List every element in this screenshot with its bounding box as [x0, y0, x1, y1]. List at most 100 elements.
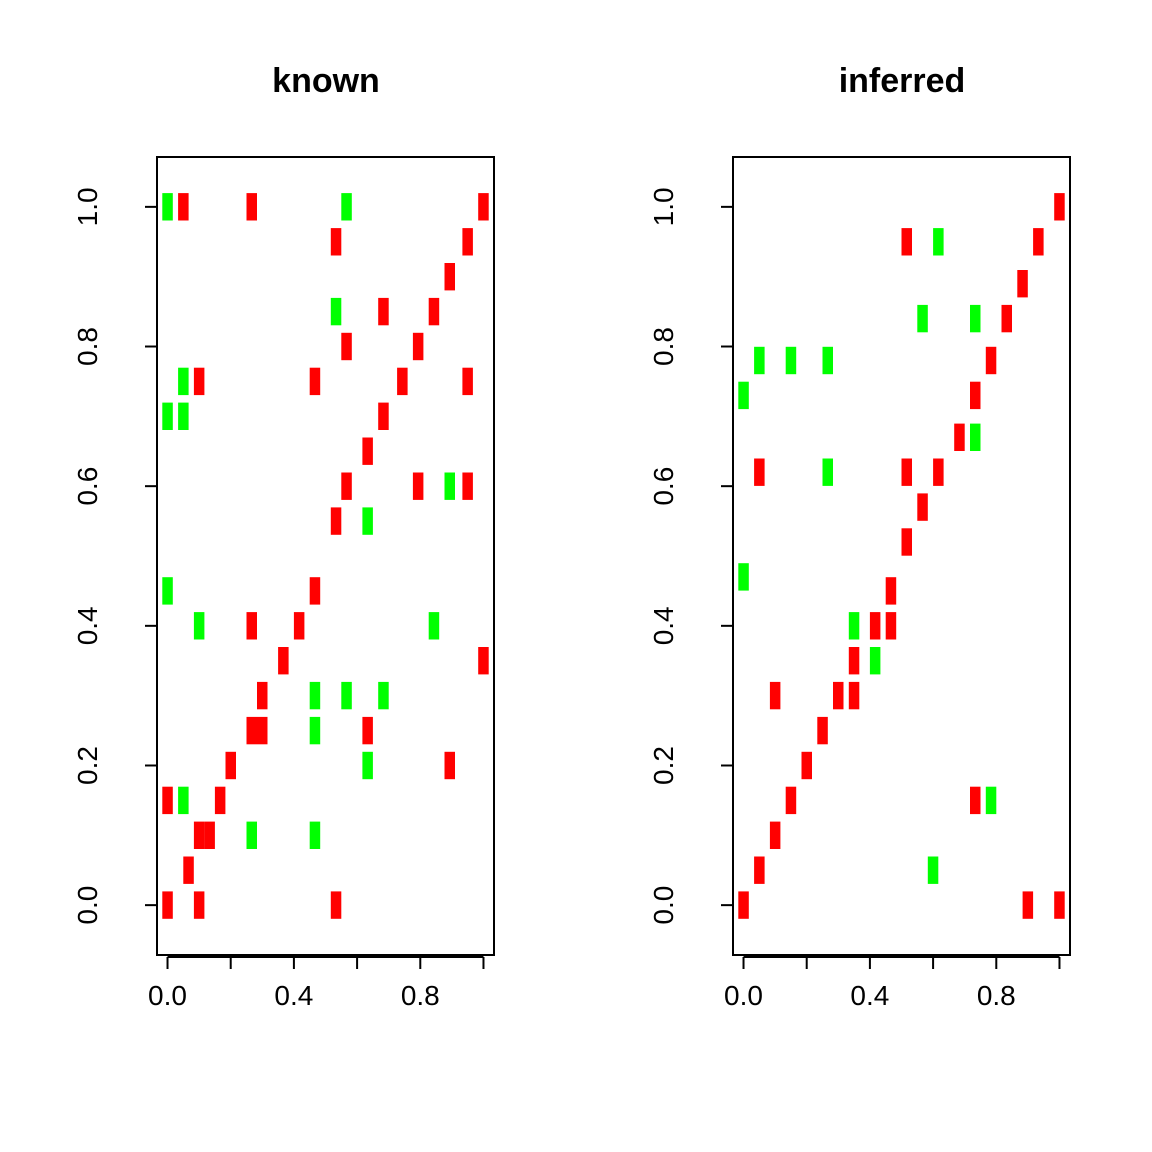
cell-known-30 — [330, 507, 342, 535]
cell-inferred-1 — [1022, 891, 1034, 919]
cell-known-29 — [309, 577, 321, 605]
cell-known-17 — [362, 716, 373, 745]
cell-inferred-11 — [769, 681, 781, 710]
cell-inferred-14 — [848, 647, 860, 675]
cell-inferred-7 — [970, 786, 981, 815]
cell-known-2 — [330, 891, 342, 919]
cell-known-11 — [225, 751, 236, 780]
panel-inferred: inferred 0.0 0.4 0.8 0.0 0.2 0.4 0.6 0.8 1.0 — [648, 62, 1071, 1011]
x-tick-label-inferred-2: 0.8 — [977, 980, 1016, 1011]
cell-inferred-10 — [817, 716, 828, 745]
cell-inferred-15 — [869, 647, 881, 675]
cell-inferred-4 — [927, 856, 939, 884]
cell-known-20 — [341, 681, 352, 710]
cell-known-56 — [341, 193, 352, 221]
cell-inferred-5 — [769, 821, 781, 849]
cell-known-39 — [378, 402, 389, 430]
cell-inferred-39 — [901, 228, 912, 256]
cell-known-36 — [362, 437, 373, 465]
cell-known-34 — [444, 472, 455, 500]
cell-inferred-12 — [833, 681, 844, 710]
cell-known-43 — [397, 367, 408, 396]
cell-known-5 — [204, 821, 215, 849]
cell-known-21 — [378, 681, 389, 710]
cell-known-7 — [309, 821, 321, 849]
cell-known-15 — [257, 716, 268, 745]
cell-known-27 — [428, 612, 440, 640]
cell-inferred-40 — [933, 228, 944, 256]
cell-inferred-22 — [917, 493, 928, 521]
cell-known-18 — [257, 681, 268, 710]
cell-known-3 — [183, 856, 194, 884]
panel-title-known: known — [272, 62, 380, 100]
cell-known-41 — [193, 367, 205, 396]
cell-inferred-3 — [754, 856, 765, 884]
cell-known-12 — [362, 751, 373, 780]
panel-known: known 0.0 0.4 0.8 0.0 0.2 0.4 0.6 0.8 1.0 — [72, 62, 495, 1011]
cell-known-22 — [278, 647, 289, 675]
cell-known-0 — [162, 891, 173, 919]
cell-known-51 — [330, 228, 342, 256]
cell-known-47 — [330, 297, 342, 326]
x-tick-label-known-0: 0.0 — [148, 980, 187, 1011]
y-tick-label-known-1: 0.2 — [72, 746, 103, 785]
cell-known-14 — [246, 716, 257, 745]
x-axis-inferred: 0.0 0.4 0.8 — [724, 956, 1061, 1011]
plot-frame-known — [156, 156, 495, 956]
cell-inferred-16 — [848, 612, 860, 640]
cell-inferred-18 — [885, 612, 897, 640]
cell-known-37 — [162, 402, 173, 430]
cell-inferred-27 — [954, 423, 965, 451]
cell-known-33 — [412, 472, 424, 500]
cell-known-40 — [178, 367, 189, 396]
x-tick-label-inferred-1: 0.4 — [850, 980, 889, 1011]
cell-inferred-26 — [933, 458, 944, 486]
cell-known-28 — [162, 577, 173, 605]
cell-inferred-20 — [738, 563, 749, 591]
cell-known-26 — [293, 612, 305, 640]
cell-inferred-31 — [754, 346, 765, 375]
cell-inferred-24 — [822, 458, 833, 486]
cell-known-38 — [178, 402, 189, 430]
cell-known-8 — [162, 786, 173, 815]
panel-title-inferred: inferred — [839, 62, 966, 100]
cell-inferred-0 — [738, 891, 749, 919]
cell-inferred-42 — [1054, 193, 1065, 221]
y-tick-label-known-0: 0.0 — [72, 886, 103, 925]
cell-known-53 — [162, 193, 173, 221]
y-tick-label-inferred-4: 0.8 — [648, 327, 679, 366]
x-tick-label-inferred-0: 0.0 — [724, 980, 763, 1011]
plot-frame-inferred — [732, 156, 1071, 956]
cell-known-49 — [428, 297, 440, 326]
cell-inferred-33 — [822, 346, 833, 375]
cell-known-25 — [246, 612, 257, 640]
cell-inferred-17 — [869, 612, 881, 640]
cell-known-19 — [309, 681, 321, 710]
y-tick-label-inferred-0: 0.0 — [648, 886, 679, 925]
x-tick-label-known-2: 0.8 — [401, 980, 440, 1011]
cell-inferred-36 — [970, 304, 981, 333]
cell-known-44 — [462, 367, 473, 396]
cell-known-55 — [246, 193, 257, 221]
y-tick-label-known-5: 1.0 — [72, 187, 103, 226]
cell-known-42 — [309, 367, 321, 396]
cell-known-13 — [444, 751, 455, 780]
cell-inferred-23 — [754, 458, 765, 486]
cell-known-57 — [478, 193, 489, 221]
y-tick-label-inferred-5: 1.0 — [648, 187, 679, 226]
cell-inferred-28 — [970, 423, 981, 451]
cell-known-45 — [341, 332, 352, 361]
y-axis-known: 0.0 0.2 0.4 0.6 0.8 1.0 — [72, 187, 157, 925]
cell-inferred-34 — [985, 346, 997, 375]
cells-known — [162, 193, 489, 919]
cell-inferred-2 — [1054, 891, 1065, 919]
cell-known-6 — [246, 821, 257, 849]
cell-known-10 — [214, 786, 226, 815]
cell-inferred-21 — [901, 528, 912, 556]
cell-known-4 — [193, 821, 205, 849]
cell-inferred-38 — [1017, 270, 1028, 298]
cell-inferred-19 — [885, 577, 897, 605]
cell-known-23 — [478, 647, 489, 675]
x-axis-known: 0.0 0.4 0.8 — [148, 956, 485, 1011]
y-tick-label-inferred-1: 0.2 — [648, 746, 679, 785]
